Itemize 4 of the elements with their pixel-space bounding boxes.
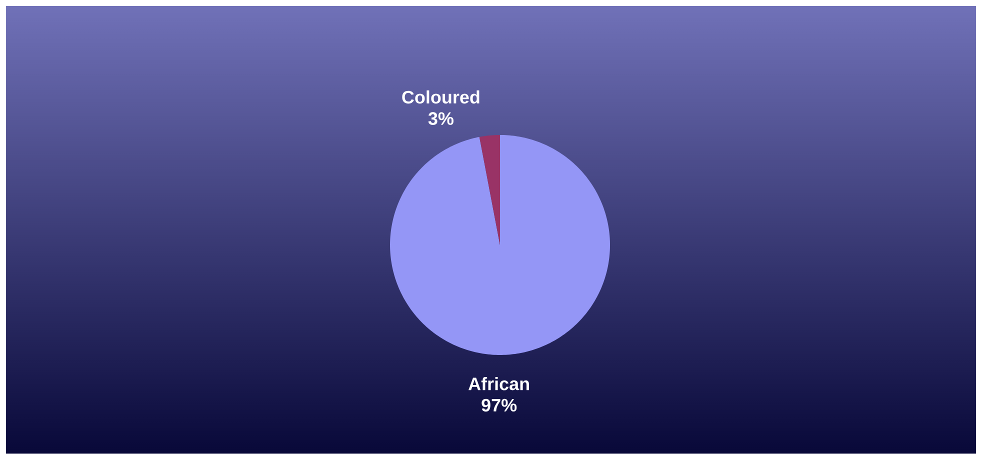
slice-label: Coloured	[402, 90, 480, 104]
data-label: 3%	[428, 112, 454, 125]
slice-label: African	[468, 377, 529, 390]
data-label: 97%	[482, 398, 517, 412]
